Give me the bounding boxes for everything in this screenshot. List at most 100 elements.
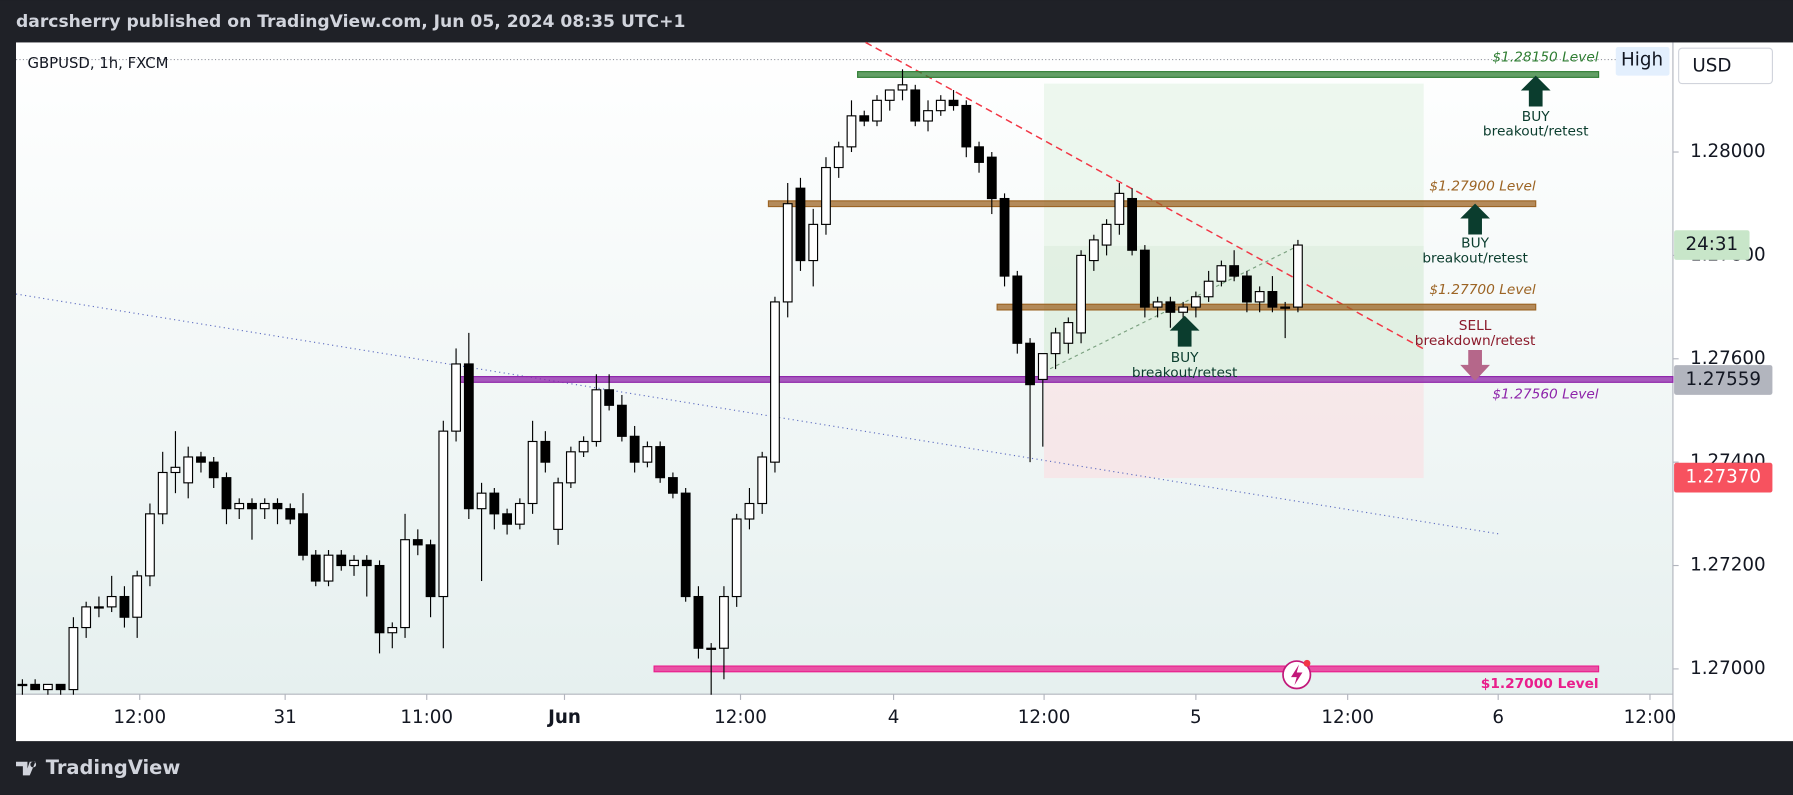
annotation-text: SELL bbox=[1459, 318, 1492, 334]
candle-body bbox=[795, 187, 806, 262]
annotation-text: BUY bbox=[1522, 109, 1550, 125]
candle-body bbox=[1152, 301, 1163, 308]
candle-body bbox=[859, 115, 870, 122]
candle-body bbox=[540, 440, 551, 463]
candle-body bbox=[986, 156, 997, 200]
candle-body bbox=[974, 146, 984, 163]
arrow bbox=[1460, 203, 1490, 235]
candle-body bbox=[349, 559, 359, 567]
candle-body bbox=[221, 477, 232, 510]
trendline bbox=[865, 41, 1425, 350]
candle-body bbox=[668, 477, 678, 494]
candle-body bbox=[310, 554, 321, 582]
candle-body bbox=[1254, 291, 1265, 303]
candle-body bbox=[897, 84, 908, 91]
level-label: $1.27700 Level bbox=[1429, 282, 1535, 298]
candle-body bbox=[1165, 301, 1176, 313]
candle-body bbox=[591, 389, 602, 443]
x-tick-label: 6 bbox=[1492, 707, 1504, 728]
candle-body bbox=[272, 502, 283, 510]
candle-body bbox=[719, 595, 729, 649]
y-tick-label: 1.28000 bbox=[1690, 141, 1766, 162]
alert-bolt bbox=[1291, 664, 1303, 686]
candle-body bbox=[846, 115, 857, 148]
candle-body bbox=[910, 89, 921, 122]
price-label: 1.27559 bbox=[1685, 369, 1761, 390]
candle-body bbox=[119, 595, 130, 618]
brand: TradingView bbox=[16, 756, 180, 779]
candle-body bbox=[655, 446, 666, 479]
alert-icon bbox=[1282, 659, 1312, 690]
candle-body bbox=[1063, 322, 1074, 344]
candle-body bbox=[132, 575, 143, 618]
level-line bbox=[996, 303, 1537, 311]
candle-body bbox=[463, 363, 474, 510]
candle-body bbox=[247, 502, 257, 510]
alert-dot bbox=[1303, 659, 1311, 667]
candles bbox=[17, 69, 1303, 695]
candle-body bbox=[425, 544, 436, 598]
candle-body bbox=[1114, 192, 1125, 225]
currency-box[interactable] bbox=[1678, 47, 1773, 85]
candle-body bbox=[1025, 342, 1035, 386]
candle-body bbox=[489, 492, 500, 515]
x-tick-label: Jun bbox=[546, 707, 581, 728]
candle-body bbox=[731, 518, 742, 598]
candle-body bbox=[412, 539, 423, 546]
candle-body bbox=[514, 502, 525, 525]
brand-name: TradingView bbox=[46, 756, 181, 779]
countdown-box bbox=[1674, 230, 1750, 260]
candle-body bbox=[234, 502, 245, 510]
candle-body bbox=[183, 456, 194, 484]
candle-body bbox=[872, 99, 882, 122]
x-tick-label: 12:00 bbox=[1321, 707, 1374, 728]
candle-body bbox=[438, 430, 449, 598]
level-label: $1.27900 Level bbox=[1429, 179, 1535, 195]
price-label-box bbox=[1674, 365, 1773, 395]
candle-body bbox=[616, 404, 627, 437]
candle-body bbox=[782, 203, 793, 303]
candle-body bbox=[693, 595, 704, 649]
candle-body bbox=[744, 502, 755, 520]
candle-body bbox=[1037, 353, 1048, 381]
candle-body bbox=[17, 683, 28, 687]
candle-body bbox=[1216, 265, 1227, 282]
x-tick-label: 12:00 bbox=[1018, 707, 1071, 728]
candle-body bbox=[1190, 296, 1201, 308]
candle-body bbox=[1050, 332, 1061, 355]
candle-body bbox=[374, 564, 385, 634]
candle-body bbox=[68, 626, 79, 691]
candle-body bbox=[808, 223, 819, 262]
candle-body bbox=[1203, 280, 1214, 298]
candle-body bbox=[145, 513, 155, 577]
countdown: 24:31 bbox=[1685, 234, 1738, 255]
high-box bbox=[1615, 47, 1670, 76]
candle-body bbox=[81, 606, 92, 629]
annotation-text: breakout/retest bbox=[1132, 365, 1238, 381]
candle-body bbox=[527, 440, 538, 505]
candle-body bbox=[94, 606, 104, 609]
candle-body bbox=[157, 471, 168, 515]
stop-zone bbox=[1044, 380, 1424, 479]
currency[interactable]: USD bbox=[1692, 55, 1731, 76]
plot-area bbox=[16, 42, 1673, 695]
level-label: $1.27000 Level bbox=[1481, 676, 1599, 692]
candle-body bbox=[999, 197, 1010, 277]
level-label: $1.27560 Level bbox=[1492, 386, 1598, 402]
candle-body bbox=[578, 440, 589, 453]
candle-body bbox=[935, 99, 946, 112]
candle-body bbox=[106, 595, 117, 608]
x-tick-label: 4 bbox=[888, 707, 900, 728]
y-tick-label: 1.27000 bbox=[1690, 658, 1766, 679]
arrow bbox=[1169, 315, 1200, 347]
candle-body bbox=[1088, 239, 1099, 262]
price-label: 1.27370 bbox=[1685, 467, 1761, 488]
high-label: High bbox=[1621, 50, 1663, 71]
candle-body bbox=[451, 363, 461, 432]
level-line bbox=[453, 376, 1674, 383]
candle-body bbox=[400, 539, 410, 629]
symbol-title: GBPUSD, 1h, FXCM bbox=[27, 54, 168, 72]
candle-body bbox=[706, 647, 717, 650]
